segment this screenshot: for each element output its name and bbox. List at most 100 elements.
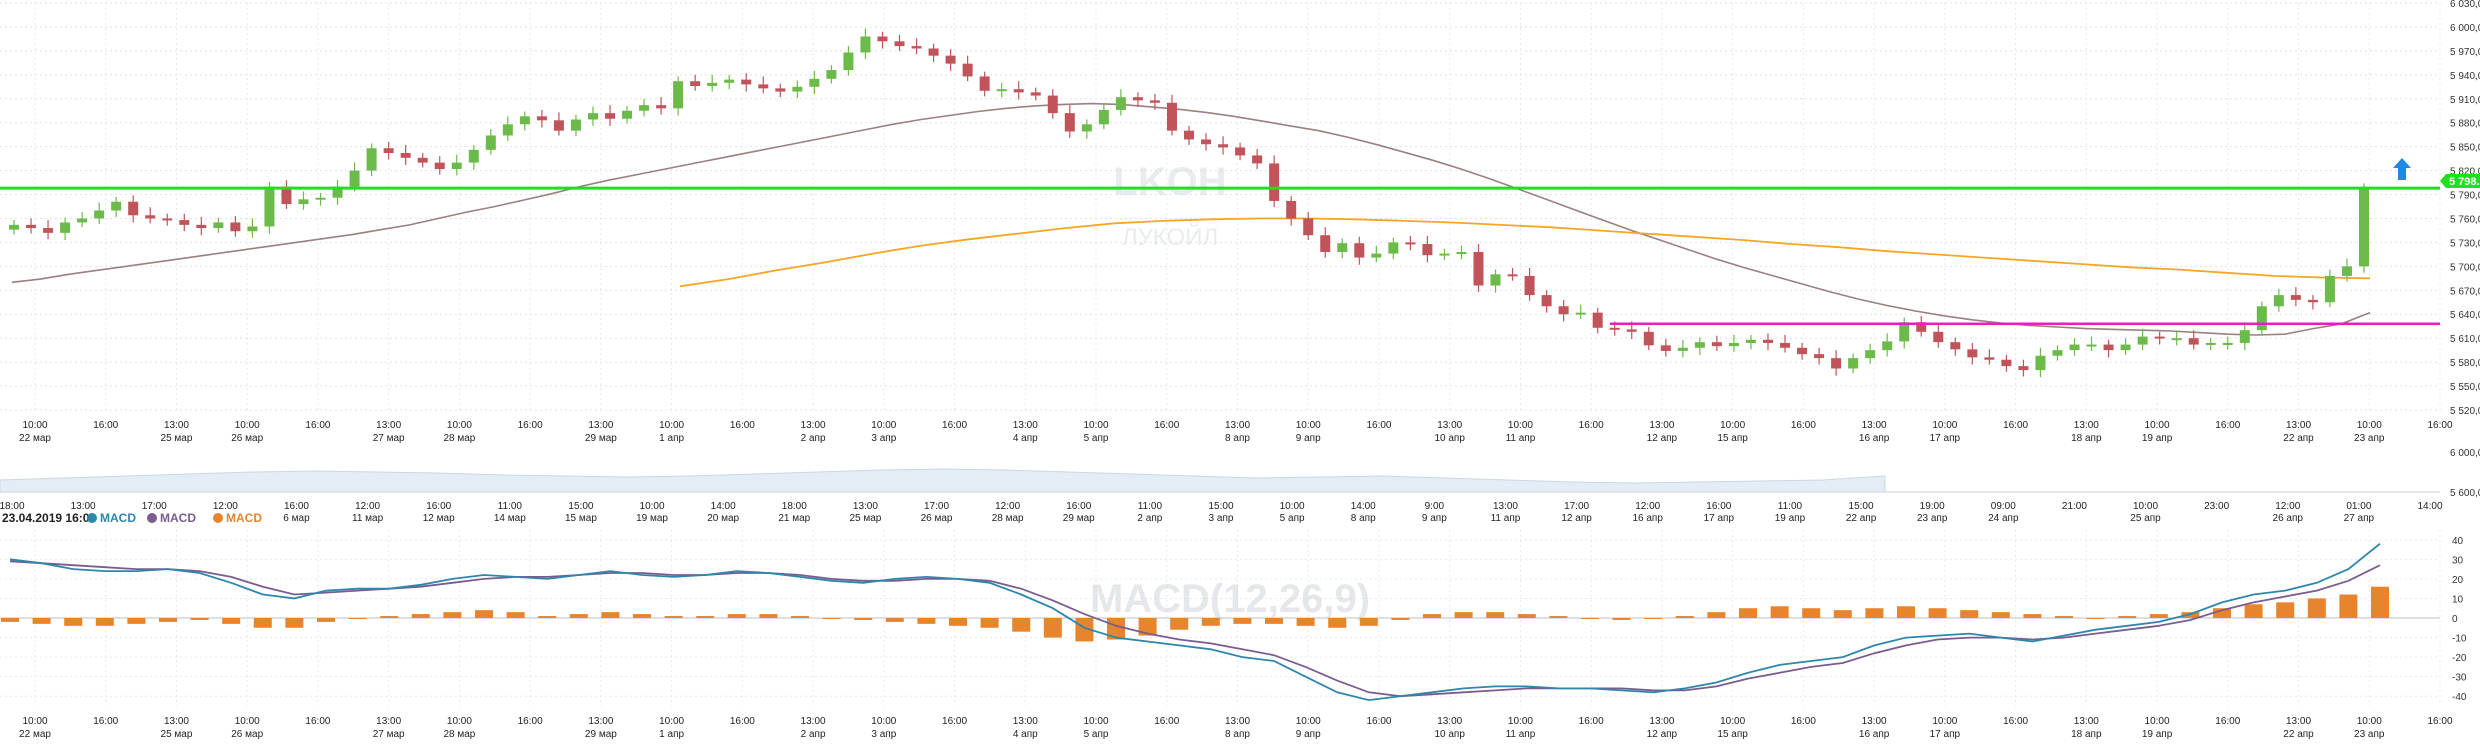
candle-body [1831, 358, 1842, 369]
navigator-panel[interactable] [0, 452, 2440, 493]
candle-body [1286, 200, 1297, 219]
macd-histogram-bar [2023, 614, 2042, 618]
candle-body [1166, 102, 1177, 131]
macd-x-tick-date: 29 мар [585, 729, 617, 740]
macd-x-tick-date: 2 апр [801, 729, 826, 740]
price-x-tick-time: 10:00 [2145, 420, 2170, 431]
candle-body [2359, 188, 2369, 267]
macd-histogram-bar [1454, 612, 1473, 618]
navigator-x-tick-date: 3 апр [1209, 513, 1234, 524]
candle-body [2239, 330, 2250, 343]
macd-x-tick-time: 13:00 [588, 716, 613, 727]
macd-x-tick-date: 3 апр [871, 729, 896, 740]
price-x-tick-date: 4 апр [1013, 433, 1038, 444]
price-x-tick-date: 22 апр [2283, 433, 2314, 444]
candle-body [298, 199, 309, 205]
candle-body [332, 186, 343, 198]
navigator-x-tick-date: 28 мар [992, 513, 1024, 524]
macd-histogram-bar [1486, 612, 1505, 618]
candle-body [1865, 350, 1876, 359]
candle-body [741, 79, 752, 85]
macd-x-tick-date: 5 апр [1084, 729, 1109, 740]
navigator-x-tick-date: 29 мар [1063, 513, 1095, 524]
macd-x-tick-time: 10:00 [22, 716, 47, 727]
macd-y-axis: -40 -30 -20 -10 0 10 20 30 40 [2452, 536, 2467, 703]
price-x-tick-date: 2 апр [801, 433, 826, 444]
price-x-tick-date: 23 апр [2354, 433, 2385, 444]
price-tag-label: 5 798.6 [2449, 176, 2480, 188]
macd-line [9, 542, 2381, 702]
macd-x-tick-time: 13:00 [1862, 716, 1887, 727]
candle-body [111, 201, 122, 211]
macd-histogram-bar [1897, 606, 1915, 618]
candle-body [587, 113, 598, 120]
candle-body [2137, 336, 2148, 345]
price-x-tick-time: 13:00 [2286, 420, 2311, 431]
price-x-tick-date: 8 апр [1225, 433, 1250, 444]
candle-body [485, 135, 496, 150]
macd-x-tick-time: 13:00 [164, 716, 189, 727]
macd-x-tick-time: 10:00 [235, 716, 260, 727]
candle-body [843, 52, 854, 71]
candle-body [1609, 327, 1620, 330]
price-y-tick: 5 970,000 [2450, 47, 2480, 58]
candle-body [1064, 113, 1075, 132]
macd-histogram-bar [2244, 604, 2263, 618]
candle-body [1916, 322, 1927, 332]
price-x-tick-date: 11 апр [1506, 433, 1536, 444]
price-x-tick-date: 19 апр [2142, 433, 2173, 444]
navigator-x-tick-time: 23:00 [2204, 501, 2229, 512]
price-x-tick-date: 26 мар [231, 433, 263, 444]
last-price-tag: 5 798.6 [2393, 158, 2480, 188]
legend-label: MACD [100, 511, 136, 525]
candle-body [1371, 253, 1382, 258]
candle-body [605, 113, 616, 119]
candle-body [281, 186, 292, 205]
candle-body [2205, 342, 2216, 345]
navigator-x-tick-date: 8 апр [1351, 513, 1376, 524]
navigator-y-tick: 6 000,000 [2450, 448, 2480, 459]
macd-histogram-bar [32, 618, 51, 624]
macd-y-tick: 10 [2452, 594, 2464, 605]
macd-histogram-bar [1391, 618, 1410, 620]
candle-body [1337, 243, 1348, 252]
macd-x-tick-time: 16:00 [730, 716, 755, 727]
candle-body [2171, 338, 2182, 341]
macd-histogram-bar [1770, 606, 1789, 618]
candle-body [758, 84, 769, 89]
candle-body [1269, 163, 1280, 201]
candle-body [2086, 344, 2097, 347]
grid-layer [0, 2, 2441, 706]
macd-panel [0, 542, 2440, 702]
macd-x-tick-time: 10:00 [1296, 716, 1321, 727]
navigator-x-tick-time: 12:00 [213, 501, 238, 512]
macd-x-tick-time: 13:00 [1225, 716, 1250, 727]
navigator-x-tick-time: 11:00 [1778, 501, 1803, 512]
macd-x-tick-time: 16:00 [1366, 716, 1391, 727]
candle-body [1184, 130, 1194, 140]
candle-body [264, 186, 275, 227]
legend-label: MACD [226, 511, 262, 525]
macd-histogram-bar [2181, 612, 2200, 618]
macd-x-tick-time: 13:00 [2286, 716, 2311, 727]
navigator-x-tick-date: 25 мар [849, 513, 881, 524]
candle-body [2307, 299, 2318, 303]
macd-x-tick-time: 16:00 [2427, 716, 2452, 727]
candle-body [945, 55, 956, 64]
macd-x-tick-time: 13:00 [1013, 716, 1038, 727]
macd-histogram-bar [1138, 618, 1157, 636]
navigator-x-tick-time: 14:00 [2417, 501, 2442, 512]
candle-body [1439, 253, 1450, 256]
candle-body [468, 149, 479, 163]
candle-body [962, 63, 973, 77]
candle-body [553, 120, 564, 131]
macd-histogram-bar [1833, 610, 1852, 618]
macd-histogram-bar [601, 612, 620, 618]
candle-body [1575, 312, 1586, 315]
price-x-tick-time: 16:00 [2003, 420, 2028, 431]
candle-body [570, 119, 581, 131]
candle-body [690, 81, 701, 86]
candle-body [1797, 347, 1808, 355]
navigator-x-tick-date: 21 мар [778, 513, 810, 524]
price-x-tick-time: 16:00 [1791, 420, 1816, 431]
